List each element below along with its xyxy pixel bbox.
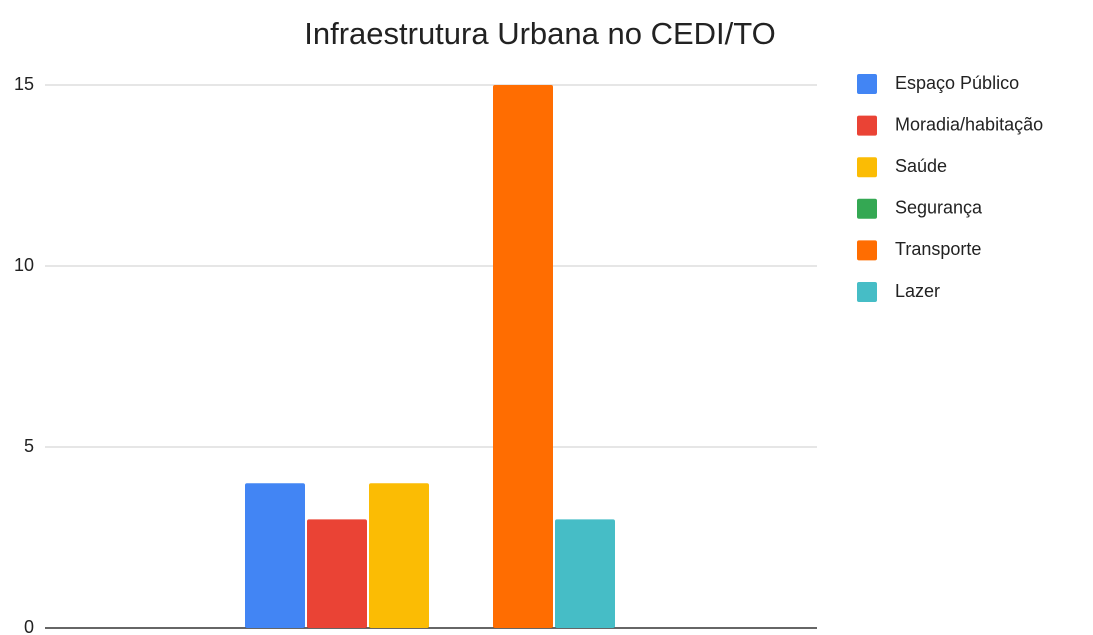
bar [307,519,367,628]
y-tick-label: 15 [14,74,34,94]
bar [555,519,615,628]
bar [493,85,553,628]
bar [369,483,429,628]
legend-text: Transporte [895,239,981,259]
legend-text: Segurança [895,198,983,218]
legend-text: Lazer [895,281,940,301]
legend-text: Saúde [895,156,947,176]
y-tick-label: 5 [24,436,34,456]
legend-swatch [857,282,877,302]
legend-text: Moradia/habitação [895,114,1043,134]
bar [245,483,305,628]
legend-swatch [857,198,877,219]
legend-swatch [857,240,877,261]
legend-swatch [857,157,877,178]
legend-swatch [857,115,877,136]
y-tick-label: 0 [24,617,34,635]
legend-text: Espaço Público [895,73,1019,93]
chart-title: Infraestrutura Urbana no CEDI/TO [304,16,776,51]
legend-swatch [857,74,877,94]
y-tick-label: 10 [14,255,34,275]
